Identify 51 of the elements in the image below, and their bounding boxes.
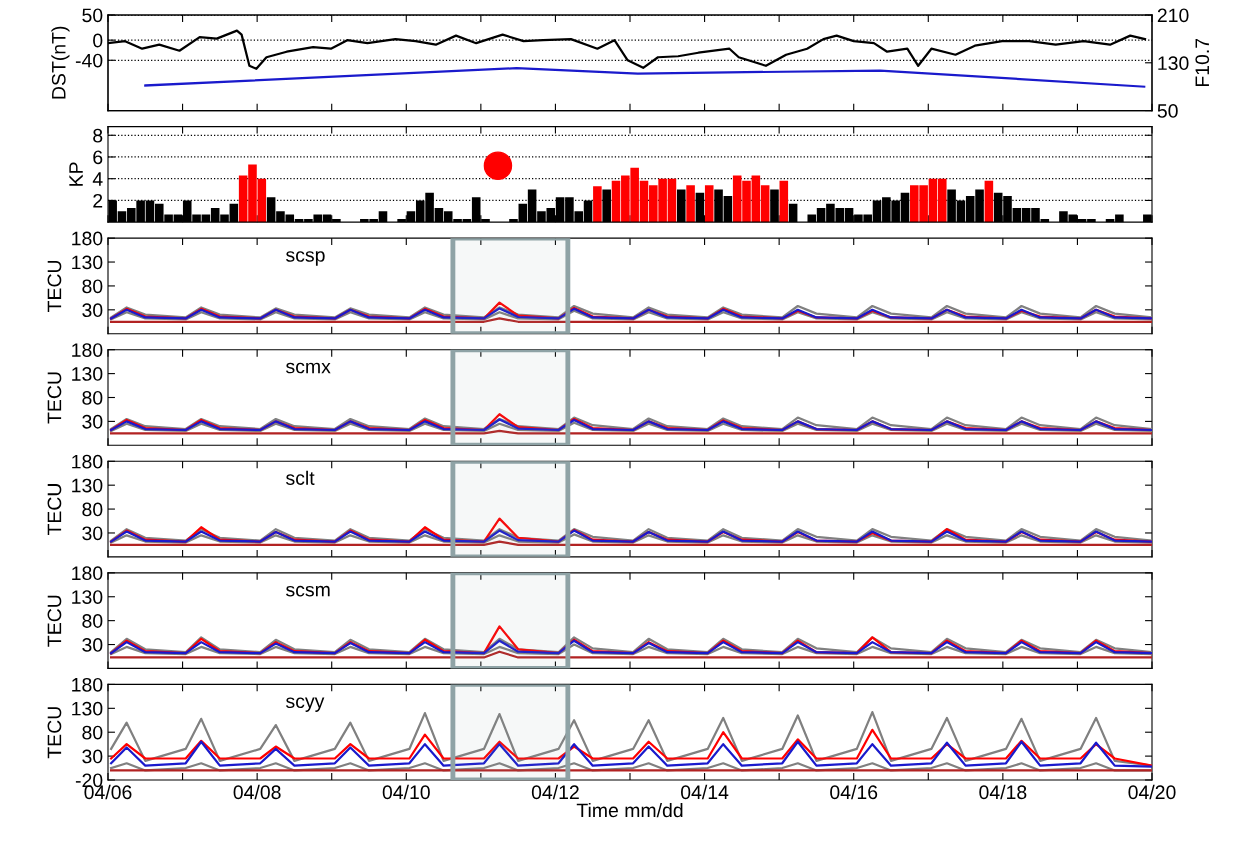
chart-title: scmx xyxy=(286,362,331,374)
chart-title: sclt xyxy=(286,470,315,485)
y-tick-label: 0 xyxy=(93,33,103,48)
y-tick-label: 50 xyxy=(82,8,103,23)
x-tick-label: 04/18 xyxy=(979,784,1027,800)
y-tick-label: 30 xyxy=(82,303,103,318)
y-axis-title: DST(nT) xyxy=(51,26,70,99)
y-tick-label: 6 xyxy=(93,150,103,165)
y2-tick-label: 50 xyxy=(1157,104,1178,118)
y-tick-label: 180 xyxy=(72,231,103,246)
y-tick-label: 80 xyxy=(82,725,103,740)
y-tick-label: 30 xyxy=(82,414,103,429)
y-axis-title: TECU xyxy=(47,484,62,536)
chart-title: scsm xyxy=(286,585,330,597)
y-tick-label: 130 xyxy=(72,701,103,716)
x-tick-label: 04/10 xyxy=(382,784,430,800)
y-tick-label: 2 xyxy=(93,193,103,208)
y2-tick-label: 210 xyxy=(1157,8,1189,23)
x-tick-label: 04/20 xyxy=(1128,784,1176,800)
y-tick-label: -40 xyxy=(75,53,103,68)
y-tick-label: 80 xyxy=(82,390,103,405)
y-tick-label: 180 xyxy=(72,566,103,581)
y-tick-label: 4 xyxy=(92,172,103,186)
x-tick-label: 04/12 xyxy=(531,784,579,800)
y-axis-title: TECU xyxy=(47,260,62,312)
y-tick-label: 130 xyxy=(72,590,103,604)
text: scsp xyxy=(286,251,325,266)
y-tick-label: 8 xyxy=(93,128,103,143)
y-tick-label: 80 xyxy=(82,614,103,628)
y-tick-label: 30 xyxy=(82,526,103,541)
y2-tick-label: 130 xyxy=(1158,56,1189,71)
y-axis-title: TECU xyxy=(47,372,62,424)
text: scyy xyxy=(286,697,325,712)
y-tick-label: 80 xyxy=(82,279,103,294)
y-tick-label: 130 xyxy=(72,367,103,381)
y-tick-label: 180 xyxy=(72,343,103,357)
y-tick-label: 130 xyxy=(72,255,103,270)
y-axis-title: KP xyxy=(69,162,83,186)
y2-axis-title: F10.7 xyxy=(1195,38,1210,87)
x-axis-title: Time mm/dd xyxy=(576,802,683,818)
y-tick-label: 180 xyxy=(72,454,103,469)
y-tick-label: 30 xyxy=(82,749,103,764)
x-tick-label: 04/08 xyxy=(233,784,281,800)
y-tick-label: 180 xyxy=(72,677,103,692)
y-axis-title: TECU xyxy=(47,707,62,759)
x-tick-label: 04/16 xyxy=(830,784,878,800)
y-tick-label: 80 xyxy=(82,502,103,517)
y-tick-label: 30 xyxy=(82,638,103,652)
y-axis-title: TECU xyxy=(47,595,62,647)
y-tick-label: 130 xyxy=(72,478,103,493)
x-tick-label: 04/14 xyxy=(681,784,729,800)
